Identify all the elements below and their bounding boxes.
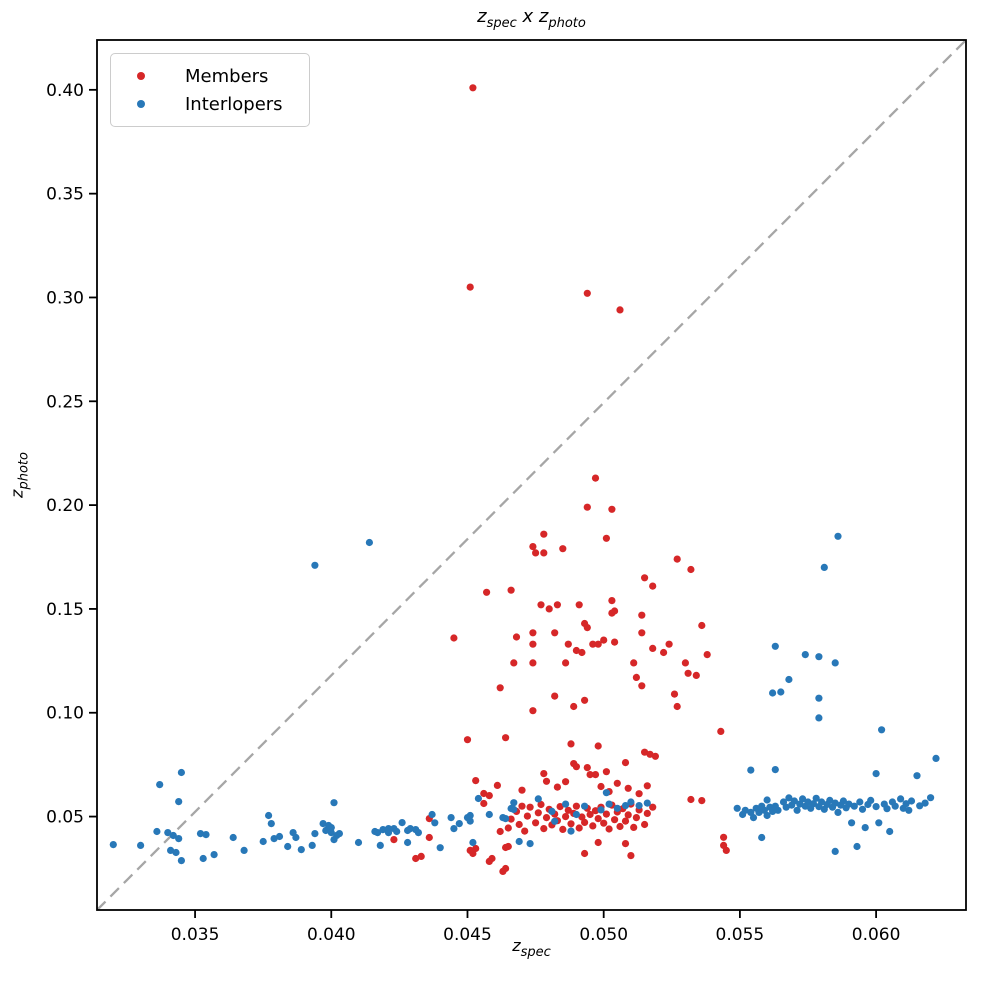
axes-frame — [96, 39, 967, 911]
legend-item-interlopers: Interlopers — [111, 90, 299, 118]
y-tick-label: 0.40 — [46, 81, 84, 101]
x-tick-label: 0.060 — [852, 925, 901, 945]
title-var-zphoto: z — [538, 6, 549, 27]
x-axis-label-sub: spec — [520, 945, 551, 960]
y-tick-label: 0.30 — [46, 288, 84, 308]
title-sub-photo: photo — [548, 16, 586, 31]
interlopers-marker-icon — [137, 100, 145, 108]
x-tick-label: 0.045 — [443, 925, 492, 945]
legend: Members Interlopers — [110, 53, 310, 127]
x-axis-label-var: z — [512, 936, 521, 955]
x-tick-label: 0.050 — [579, 925, 628, 945]
x-tick-label: 0.035 — [171, 925, 220, 945]
y-axis-label: zphoto — [7, 452, 32, 498]
legend-label-members: Members — [185, 65, 269, 87]
x-tick-label: 0.040 — [307, 925, 356, 945]
y-tick-label: 0.20 — [46, 496, 84, 516]
y-tick-label: 0.10 — [46, 704, 84, 724]
y-axis-label-var: z — [7, 489, 27, 498]
title-sub-spec: spec — [486, 16, 517, 31]
x-tick-label: 0.055 — [716, 925, 765, 945]
legend-label-interlopers: Interlopers — [185, 93, 283, 115]
x-axis-ticks: 0.035 0.040 0.045 0.050 0.055 0.060 — [171, 910, 901, 945]
interlopers-series — [109, 532, 940, 865]
title-separator: x — [516, 6, 539, 27]
y-axis-label-sub: photo — [16, 452, 32, 490]
members-marker-icon — [137, 72, 145, 80]
members-series — [390, 84, 730, 876]
chart-title: zspec x zphoto — [97, 6, 966, 31]
y-tick-label: 0.25 — [46, 392, 84, 412]
reference-diagonal-line — [96, 39, 967, 911]
y-axis-ticks: 0.05 0.10 0.15 0.20 0.25 0.30 0.35 0.40 — [46, 81, 97, 828]
x-axis-label: zspec — [97, 936, 966, 960]
title-var-zspec: z — [477, 6, 487, 27]
y-tick-label: 0.05 — [46, 808, 84, 828]
y-tick-label: 0.35 — [46, 185, 84, 205]
legend-item-members: Members — [111, 62, 299, 90]
y-tick-label: 0.15 — [46, 600, 84, 620]
